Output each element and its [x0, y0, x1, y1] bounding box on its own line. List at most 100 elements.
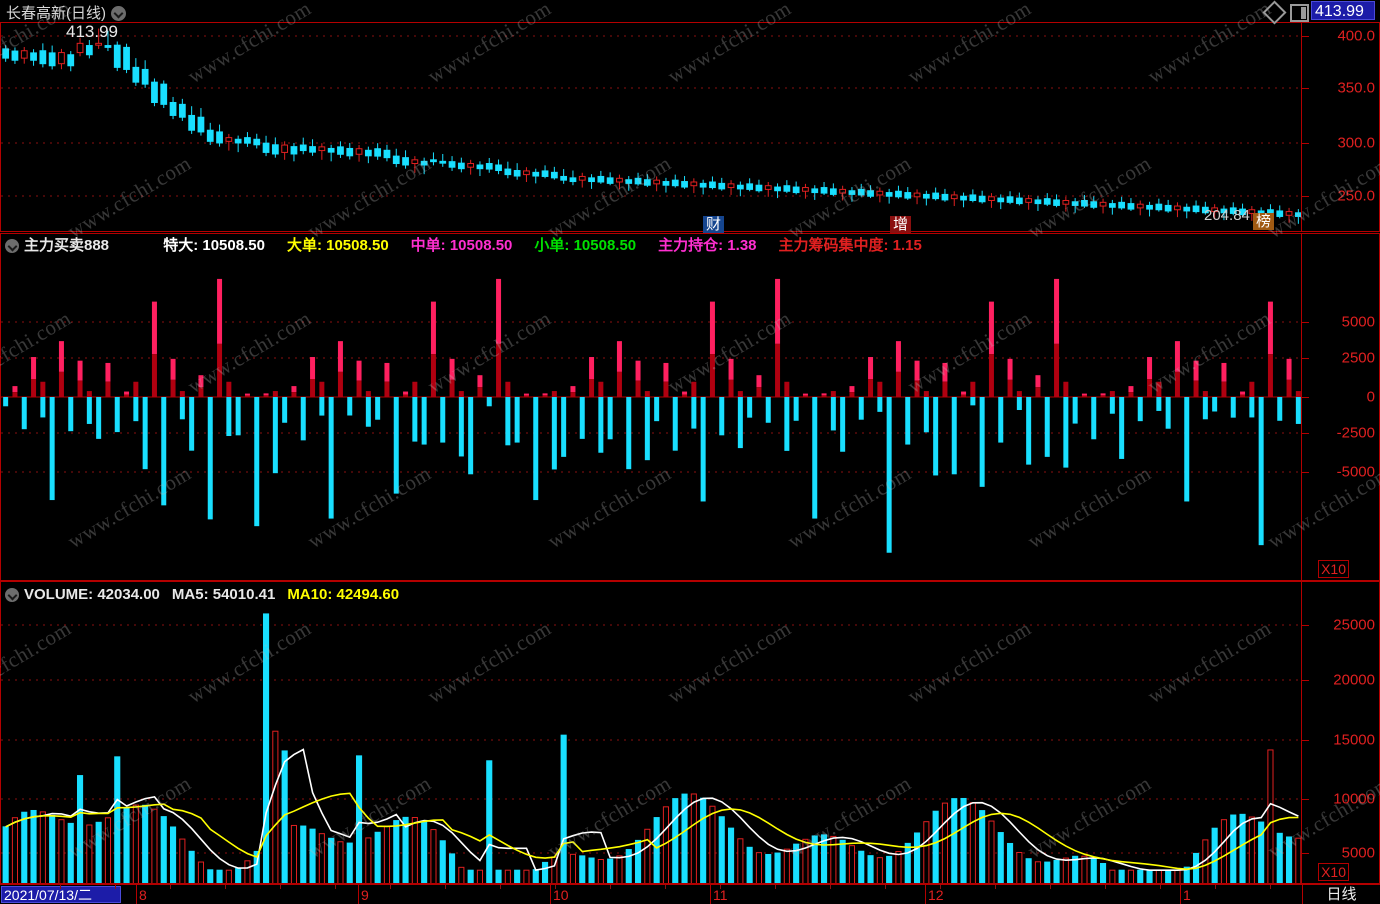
kline-period-label[interactable]: 日线	[1302, 885, 1380, 904]
field-2: 中单: 10508.50	[410, 237, 513, 254]
price-low-label: 204.84	[1204, 207, 1250, 224]
axis-tick	[1302, 358, 1309, 359]
field-5: 主力筹码集中度: 1.15	[778, 237, 922, 254]
chevron-down-circle-icon[interactable]	[5, 588, 19, 602]
main-force-plot	[1, 260, 1301, 580]
chevron-down-circle-icon[interactable]	[5, 239, 19, 253]
axis-label: 5000	[1341, 313, 1375, 331]
date-minor-tick	[665, 885, 666, 889]
date-label: 8	[139, 887, 147, 903]
page-title: 长春高新(日线)	[6, 2, 126, 23]
chevron-down-circle-icon[interactable]	[111, 6, 126, 21]
date-minor-tick	[775, 885, 776, 889]
diamond-icon[interactable]	[1262, 0, 1287, 25]
field-0: VOLUME: 42034.00	[24, 586, 160, 603]
field-1: MA5: 54010.41	[171, 586, 276, 603]
field-1: 大单: 10508.50	[286, 237, 389, 254]
price-high-label: 413.99	[66, 22, 118, 41]
axis-label: -5000	[1336, 463, 1375, 481]
date-label: 9	[361, 887, 369, 903]
date-minor-tick	[1105, 885, 1106, 889]
page-title-text: 长春高新(日线)	[6, 5, 106, 22]
date-separator	[136, 885, 137, 904]
volume-plot	[1, 608, 1301, 883]
bang-badge[interactable]: 榜	[1253, 213, 1275, 230]
date-minor-tick	[1050, 885, 1051, 889]
main-force-bars	[1, 278, 1301, 553]
axis-tick	[1302, 472, 1309, 473]
price-plot	[1, 23, 1301, 231]
date-minor-tick	[280, 885, 281, 889]
main-force-indicator-name: 主力买卖888	[24, 237, 110, 254]
axis-label: 350.0	[1337, 79, 1375, 97]
axis-tick	[1302, 143, 1309, 144]
axis-label: 10000	[1333, 790, 1375, 808]
axis-tick	[1302, 853, 1309, 854]
date-label: 10	[553, 887, 569, 903]
main-force-multiplier: X10	[1318, 560, 1349, 578]
date-minor-tick	[115, 885, 116, 889]
axis-label: 25000	[1333, 616, 1375, 634]
field-0: 特大: 10508.50	[163, 237, 265, 254]
axis-label: 250.0	[1337, 187, 1375, 205]
axis-label: -2500	[1336, 424, 1375, 442]
field-3: 小单: 10508.50	[534, 237, 637, 254]
axis-label: 20000	[1333, 671, 1375, 689]
volume-multiplier: X10	[1318, 863, 1349, 881]
date-minor-tick	[555, 885, 556, 889]
date-minor-tick	[225, 885, 226, 889]
axis-label: 0	[1366, 388, 1375, 406]
cai-badge[interactable]: 财	[703, 216, 725, 233]
price-panel: 400.0 350.0 300.0 250.0	[0, 22, 1380, 232]
date-separator	[358, 885, 359, 904]
date-minor-tick	[720, 885, 721, 889]
main-force-fields: 特大: 10508.50 大单: 10508.50 中单: 10508.50 小单: …	[113, 237, 932, 254]
main-force-panel: 主力买卖888 特大: 10508.50 大单: 10508.50 中单: 1050…	[0, 233, 1380, 581]
volume-panel: VOLUME: 42034.00 MA5: 54010.41 MA10: 42494…	[0, 581, 1380, 884]
current-date-label: 2021/07/13/二	[1, 886, 121, 903]
date-minor-tick	[940, 885, 941, 889]
zeng-badge[interactable]: 增	[890, 216, 912, 233]
date-separator	[925, 885, 926, 904]
date-minor-tick	[335, 885, 336, 889]
axis-label: 5000	[1341, 844, 1375, 862]
date-minor-tick	[60, 885, 61, 889]
axis-tick	[1302, 36, 1309, 37]
main-force-header: 主力买卖888 特大: 10508.50 大单: 10508.50 中单: 1050…	[1, 234, 932, 258]
axis-tick	[1302, 397, 1309, 398]
axis-label: 400.0	[1337, 27, 1375, 45]
date-separator	[1180, 885, 1181, 904]
volume-bars	[1, 613, 1301, 883]
volume-fields: VOLUME: 42034.00 MA5: 54010.41 MA10: 42494…	[24, 586, 399, 603]
date-minor-tick	[445, 885, 446, 889]
date-minor-tick	[885, 885, 886, 889]
axis-label: 15000	[1333, 731, 1375, 749]
date-minor-tick	[500, 885, 501, 889]
axis-label: 2500	[1341, 349, 1375, 367]
axis-tick	[1302, 88, 1309, 89]
price-axis: 400.0 350.0 300.0 250.0	[1301, 23, 1379, 231]
square-split-icon[interactable]	[1290, 4, 1309, 22]
axis-tick	[1302, 625, 1309, 626]
axis-tick	[1302, 433, 1309, 434]
date-separator	[710, 885, 711, 904]
date-label: 1	[1183, 887, 1191, 903]
date-minor-tick	[610, 885, 611, 889]
date-minor-tick	[390, 885, 391, 889]
last-price-badge: 413.99	[1311, 1, 1375, 20]
date-separator	[550, 885, 551, 904]
date-axis: 2021/07/13/二 8 9 10 11 12 1 日线	[0, 884, 1380, 904]
date-minor-tick	[1215, 885, 1216, 889]
date-minor-tick	[1270, 885, 1271, 889]
date-minor-tick	[995, 885, 996, 889]
date-minor-tick	[170, 885, 171, 889]
axis-tick	[1302, 740, 1309, 741]
title-bar: 长春高新(日线) 413.99	[0, 0, 1380, 25]
date-label: 12	[928, 887, 944, 903]
axis-tick	[1302, 322, 1309, 323]
candlestick-series	[1, 28, 1301, 224]
volume-axis: X10 25000 20000 15000 10000 5000	[1301, 582, 1379, 883]
date-minor-tick	[830, 885, 831, 889]
date-label: 11	[713, 887, 728, 903]
